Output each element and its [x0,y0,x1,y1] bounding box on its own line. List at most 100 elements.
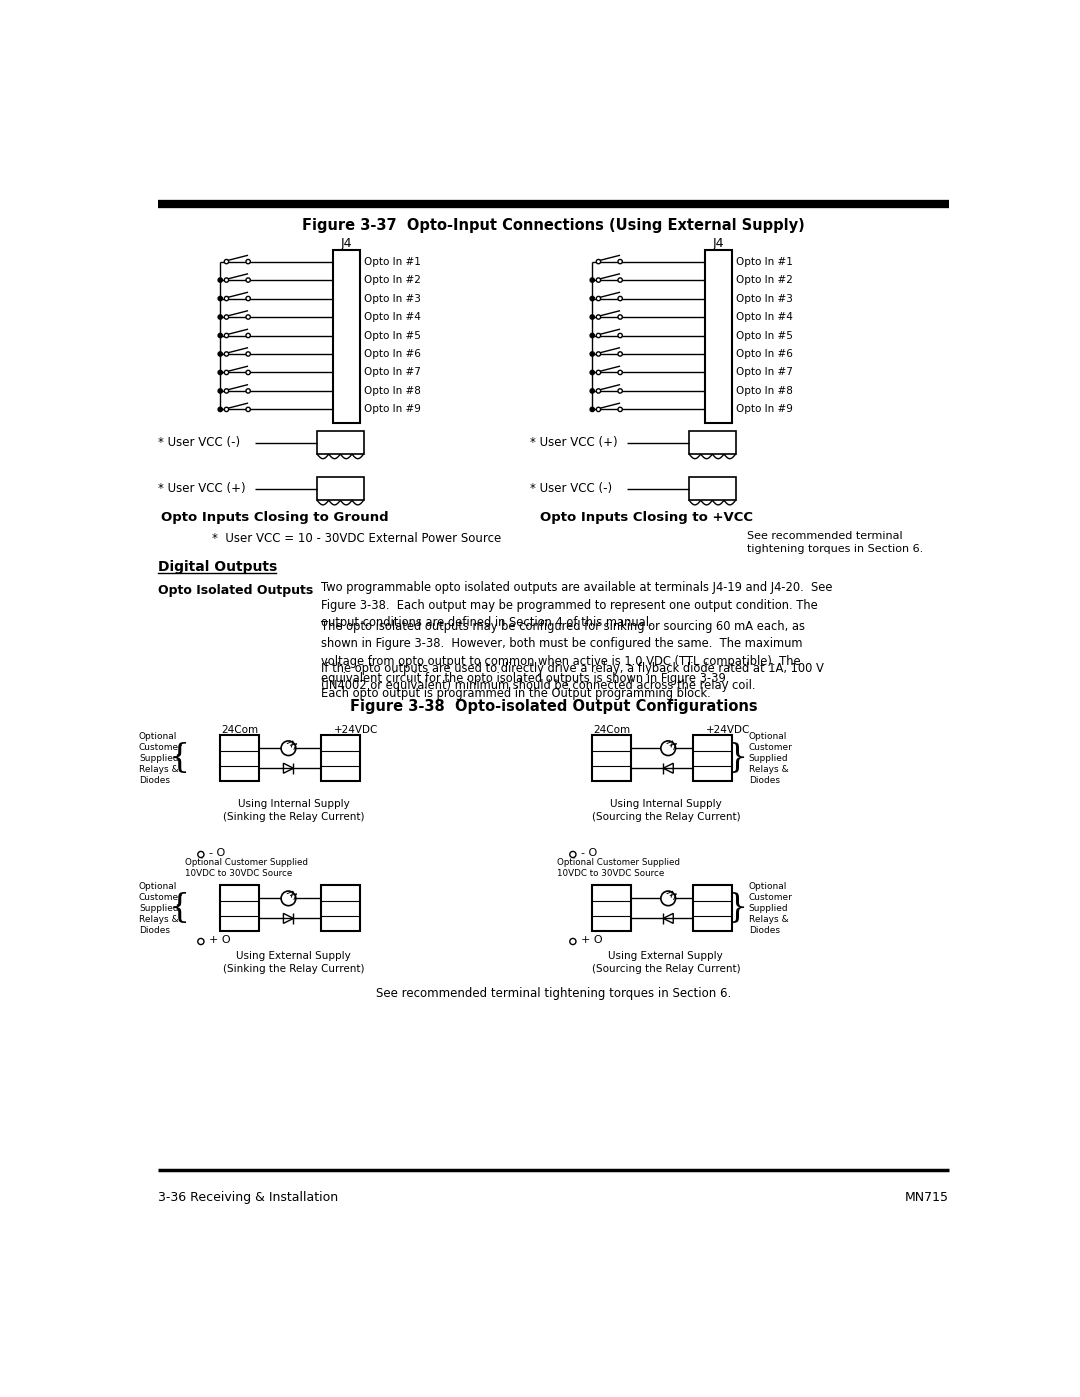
Text: Two programmable opto isolated outputs are available at terminals J4-19 and J4-2: Two programmable opto isolated outputs a… [321,581,833,629]
Bar [318,478,364,500]
Circle shape [618,388,622,393]
Bar [689,432,735,454]
Text: Figure 3-38  Opto-isolated Output Configurations: Figure 3-38 Opto-isolated Output Configu… [350,698,757,714]
Text: {: { [168,893,190,925]
Circle shape [218,334,222,338]
Text: Opto In #2: Opto In #2 [364,275,421,285]
Text: Opto In #7: Opto In #7 [364,367,421,377]
Bar [704,250,732,423]
Text: Figure 3-37  Opto-Input Connections (Using External Supply): Figure 3-37 Opto-Input Connections (Usin… [302,218,805,233]
Circle shape [246,314,251,319]
Circle shape [198,939,204,944]
Circle shape [246,296,251,300]
Bar [689,478,735,500]
Circle shape [225,370,229,374]
Circle shape [596,314,600,319]
Text: MN715: MN715 [905,1190,948,1204]
Circle shape [225,260,229,264]
Circle shape [225,388,229,393]
Circle shape [596,260,600,264]
Circle shape [661,891,676,905]
Circle shape [596,278,600,282]
Text: Opto In #8: Opto In #8 [737,386,794,395]
Text: Each opto output is programmed in the Output programming block.: Each opto output is programmed in the Ou… [321,687,711,700]
Circle shape [246,352,251,356]
Text: Opto In #1: Opto In #1 [737,257,794,267]
Bar [220,735,259,781]
Text: + O: + O [208,935,230,944]
Text: Using Internal Supply
(Sourcing the Relay Current): Using Internal Supply (Sourcing the Rela… [592,799,740,823]
Circle shape [246,370,251,374]
Text: * User VCC (-): * User VCC (-) [530,482,612,495]
Circle shape [618,370,622,374]
Bar [333,250,360,423]
Bar [321,735,360,781]
Text: Opto In #1: Opto In #1 [364,257,421,267]
Text: Optional
Customer
Supplied
Relays &
Diodes: Optional Customer Supplied Relays & Diod… [748,732,793,785]
Text: * User VCC (+): * User VCC (+) [530,436,618,448]
Text: +24VDC: +24VDC [334,725,378,735]
Text: Opto Inputs Closing to Ground: Opto Inputs Closing to Ground [161,511,389,524]
Circle shape [246,278,251,282]
Circle shape [590,334,594,338]
Circle shape [618,334,622,338]
Text: Optional
Customer
Supplied
Relays &
Diodes: Optional Customer Supplied Relays & Diod… [139,882,183,935]
Text: J4: J4 [713,237,724,250]
Circle shape [618,260,622,264]
Bar [592,735,631,781]
Circle shape [590,352,594,356]
Circle shape [225,352,229,356]
Circle shape [596,334,600,338]
Circle shape [596,296,600,300]
Text: Optional
Customer
Supplied
Relays &
Diodes: Optional Customer Supplied Relays & Diod… [139,732,183,785]
Text: Opto In #2: Opto In #2 [737,275,794,285]
Circle shape [618,408,622,412]
Text: Optional Customer Supplied
10VDC to 30VDC Source: Optional Customer Supplied 10VDC to 30VD… [186,858,309,879]
Bar [220,886,259,932]
Circle shape [281,740,296,756]
Circle shape [570,851,576,858]
Bar [321,886,360,932]
Circle shape [218,278,222,282]
Circle shape [246,408,251,412]
Text: Digital Outputs: Digital Outputs [159,560,278,574]
Text: Using Internal Supply
(Sinking the Relay Current): Using Internal Supply (Sinking the Relay… [224,799,365,823]
Text: Opto In #4: Opto In #4 [737,312,794,323]
Bar [318,432,364,454]
Circle shape [225,334,229,338]
Text: +24VDC: +24VDC [705,725,751,735]
Text: Using External Supply
(Sinking the Relay Current): Using External Supply (Sinking the Relay… [224,951,365,974]
Circle shape [246,388,251,393]
Circle shape [618,296,622,300]
Text: Optional
Customer
Supplied
Relays &
Diodes: Optional Customer Supplied Relays & Diod… [748,882,793,935]
Circle shape [596,370,600,374]
Circle shape [218,370,222,374]
Circle shape [198,851,204,858]
Circle shape [596,388,600,393]
Circle shape [225,314,229,319]
Text: Opto In #9: Opto In #9 [737,404,794,415]
Text: Opto In #4: Opto In #4 [364,312,421,323]
Text: - O: - O [208,848,225,858]
Text: Opto In #3: Opto In #3 [364,293,421,303]
Bar [693,886,732,932]
Text: If the opto outputs are used to directly drive a relay, a flyback diode rated at: If the opto outputs are used to directly… [321,662,824,693]
Circle shape [218,408,222,412]
Text: *  User VCC = 10 - 30VDC External Power Source: * User VCC = 10 - 30VDC External Power S… [213,532,502,545]
Text: See recommended terminal tightening torques in Section 6.: See recommended terminal tightening torq… [376,986,731,1000]
Text: Opto Isolated Outputs: Opto Isolated Outputs [159,584,313,597]
Text: J4: J4 [340,237,352,250]
Text: The opto isolated outputs may be configured for sinking or sourcing 60 mA each, : The opto isolated outputs may be configu… [321,620,805,685]
Circle shape [218,314,222,319]
Text: 3-36 Receiving & Installation: 3-36 Receiving & Installation [159,1190,338,1204]
Circle shape [225,278,229,282]
Text: Opto In #3: Opto In #3 [737,293,794,303]
Circle shape [225,408,229,412]
Text: 24Com: 24Com [593,725,631,735]
Text: * User VCC (-): * User VCC (-) [159,436,241,448]
Text: Opto Inputs Closing to +VCC: Opto Inputs Closing to +VCC [540,511,753,524]
Text: }: } [727,893,747,925]
Text: Opto In #6: Opto In #6 [364,349,421,359]
Circle shape [596,352,600,356]
Text: + O: + O [581,935,603,944]
